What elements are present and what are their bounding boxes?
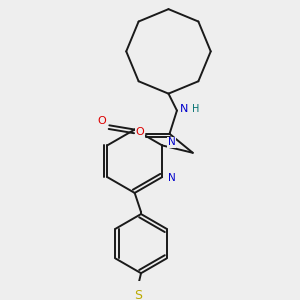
Text: O: O <box>98 116 106 126</box>
Text: N: N <box>180 104 188 115</box>
Text: H: H <box>192 104 200 115</box>
Text: N: N <box>168 173 176 183</box>
Text: O: O <box>136 127 144 137</box>
Text: N: N <box>168 137 176 147</box>
Text: S: S <box>134 289 142 300</box>
